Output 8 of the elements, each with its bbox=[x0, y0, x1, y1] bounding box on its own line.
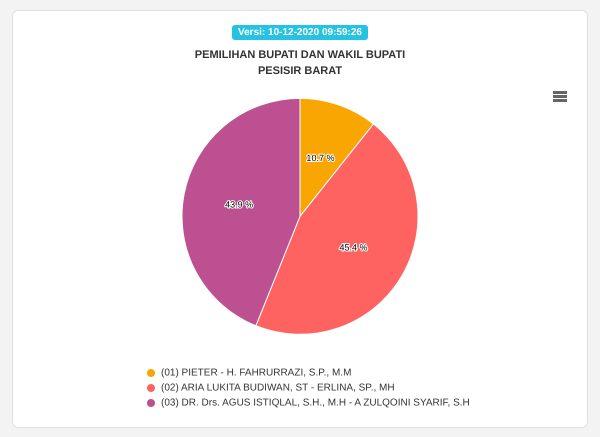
data-label: 45.4 % bbox=[340, 242, 368, 253]
text: Versi: 10-12-2020 09:59:26 bbox=[232, 25, 368, 40]
data-label: 10.7 % bbox=[306, 152, 334, 163]
legend-label: (02) ARIA LUKITA BUDIWAN, ST - ERLINA, SP., MH bbox=[161, 382, 395, 394]
legend-label: (01) PIETER - H. FAHRURRAZI, S.P., M.M bbox=[161, 368, 352, 378]
data-label: 43.9 % bbox=[225, 200, 254, 210]
legend-label: (03) DR. Drs. AGUS ISTIQLAL, S.H., M.H - A ZULQOINI SYARIF, S.H bbox=[161, 398, 470, 408]
chart-title: PEMILIHAN BUPATI DAN WAKIL BUPATI PESISIR BARAT bbox=[194, 49, 406, 77]
